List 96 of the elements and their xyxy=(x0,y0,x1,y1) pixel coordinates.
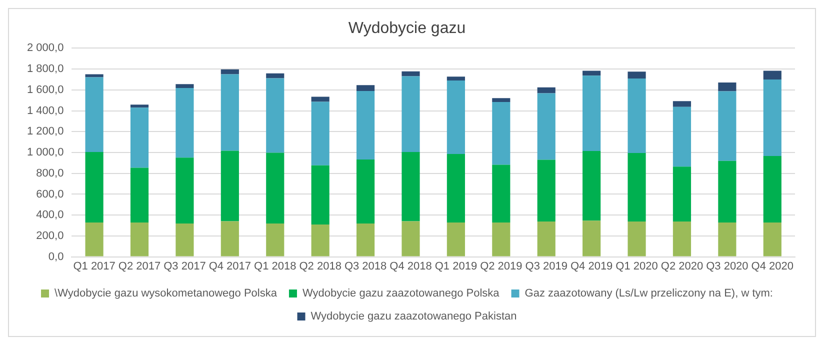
x-tick-label: Q3 2017 xyxy=(164,260,206,272)
bar xyxy=(402,152,420,222)
x-tick-label: Q1 2020 xyxy=(616,260,658,272)
bar xyxy=(537,87,556,94)
bar xyxy=(718,91,736,161)
y-tick-label: 1 600,0 xyxy=(27,84,64,96)
bar xyxy=(446,222,465,256)
bar xyxy=(582,70,601,76)
bar xyxy=(85,74,104,78)
bar xyxy=(130,222,149,256)
bar xyxy=(356,85,375,91)
bar xyxy=(220,69,239,74)
x-tick-label: Q2 2020 xyxy=(660,260,704,272)
y-tick-label: 1 800,0 xyxy=(27,63,64,76)
bar xyxy=(718,82,736,92)
bar xyxy=(311,96,330,102)
chart-title: Wydobycie gazu xyxy=(348,20,466,38)
bar xyxy=(582,220,601,256)
bar xyxy=(672,106,692,167)
bar xyxy=(356,90,375,160)
legend-label: Wydobycie gazu zaazotowanego Polska xyxy=(302,288,500,300)
x-tick-label: Q1 2018 xyxy=(254,260,296,272)
bar xyxy=(582,76,601,152)
bar xyxy=(446,80,465,154)
x-tick-label: Q2 2017 xyxy=(118,260,161,272)
bar xyxy=(763,79,782,156)
bar xyxy=(176,224,194,256)
bar xyxy=(492,98,510,102)
legend-label: \Wydobycie gazu wysokometanowego Polska xyxy=(54,288,278,300)
bar xyxy=(763,222,782,256)
bar xyxy=(402,71,420,76)
bar xyxy=(85,152,104,222)
bar xyxy=(537,93,556,160)
bar xyxy=(85,222,104,256)
y-tick-label: 0,0 xyxy=(48,250,64,263)
bar xyxy=(628,72,646,79)
bar xyxy=(356,159,375,224)
bar xyxy=(492,222,510,256)
y-tick-label: 2 000,0 xyxy=(27,42,64,54)
bar xyxy=(582,151,601,221)
bar xyxy=(537,160,556,222)
bar xyxy=(130,168,149,222)
bar xyxy=(628,78,646,154)
bar xyxy=(718,160,736,222)
bar xyxy=(266,73,284,78)
bar xyxy=(537,222,556,256)
bar xyxy=(176,158,194,224)
bar xyxy=(220,150,239,222)
x-tick-label: Q2 2019 xyxy=(480,260,522,272)
bar xyxy=(672,101,692,107)
bar xyxy=(266,152,284,224)
y-tick-label: 1 000,0 xyxy=(27,146,64,159)
bar xyxy=(311,102,330,166)
bar xyxy=(266,78,284,153)
bar xyxy=(130,104,149,108)
bar xyxy=(763,70,782,80)
bar xyxy=(311,165,330,224)
legend-label: Wydobycie gazu zaazotowanego Pakistan xyxy=(310,310,517,323)
x-tick-label: Q2 2018 xyxy=(299,260,342,272)
bar xyxy=(446,76,465,81)
bar xyxy=(311,224,330,256)
bar xyxy=(492,164,510,222)
legend-label: Gaz zaazotowany (Ls/Lw przeliczony na E), w tym: xyxy=(524,288,773,300)
bar xyxy=(492,102,510,165)
bar xyxy=(446,154,465,222)
x-tick-label: Q4 2017 xyxy=(208,260,252,272)
x-tick-label: Q3 2020 xyxy=(706,260,748,272)
bar xyxy=(718,222,736,256)
bar xyxy=(628,153,646,222)
bar xyxy=(266,224,284,256)
bar xyxy=(130,108,149,168)
x-tick-label: Q1 2019 xyxy=(434,260,478,272)
bar xyxy=(85,77,104,152)
bar xyxy=(176,88,194,158)
x-tick-label: Q3 2019 xyxy=(525,260,568,272)
bar xyxy=(402,221,420,256)
y-tick-label: 800,0 xyxy=(36,167,64,180)
y-tick-label: 1 200,0 xyxy=(27,126,64,138)
y-tick-label: 1 400,0 xyxy=(27,104,64,117)
bar xyxy=(176,84,194,88)
x-tick-label: Q4 2020 xyxy=(751,260,794,272)
bar xyxy=(628,222,646,256)
y-tick-label: 200,0 xyxy=(36,230,64,242)
bar xyxy=(672,166,692,222)
bar xyxy=(220,74,239,151)
x-tick-label: Q4 2019 xyxy=(570,260,613,272)
x-tick-label: Q4 2018 xyxy=(390,260,432,272)
y-tick-label: 600,0 xyxy=(36,188,64,200)
bar xyxy=(356,224,375,256)
y-tick-label: 400,0 xyxy=(36,209,64,222)
bar xyxy=(672,222,692,256)
bar xyxy=(763,156,782,222)
x-tick-label: Q1 2017 xyxy=(73,260,116,272)
x-tick-label: Q3 2018 xyxy=(344,260,387,272)
bar xyxy=(220,221,239,256)
bar xyxy=(402,76,420,152)
